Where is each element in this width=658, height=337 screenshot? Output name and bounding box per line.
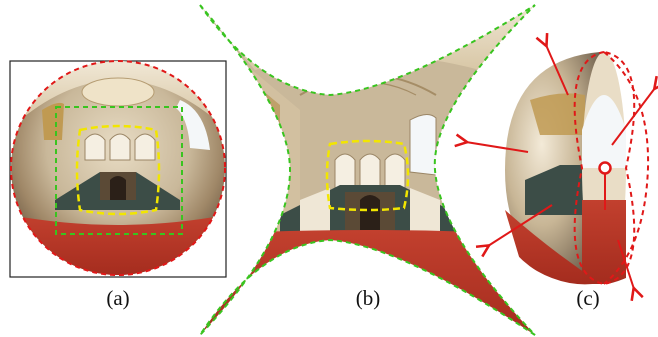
- caption-c: (c): [576, 286, 599, 310]
- caption-b: (b): [356, 286, 381, 310]
- sphere-center-point: [600, 163, 611, 174]
- panel-c: (c): [466, 45, 655, 310]
- panel-a: (a): [10, 61, 226, 310]
- caption-a: (a): [106, 286, 129, 310]
- panel-b: (b): [195, 0, 540, 337]
